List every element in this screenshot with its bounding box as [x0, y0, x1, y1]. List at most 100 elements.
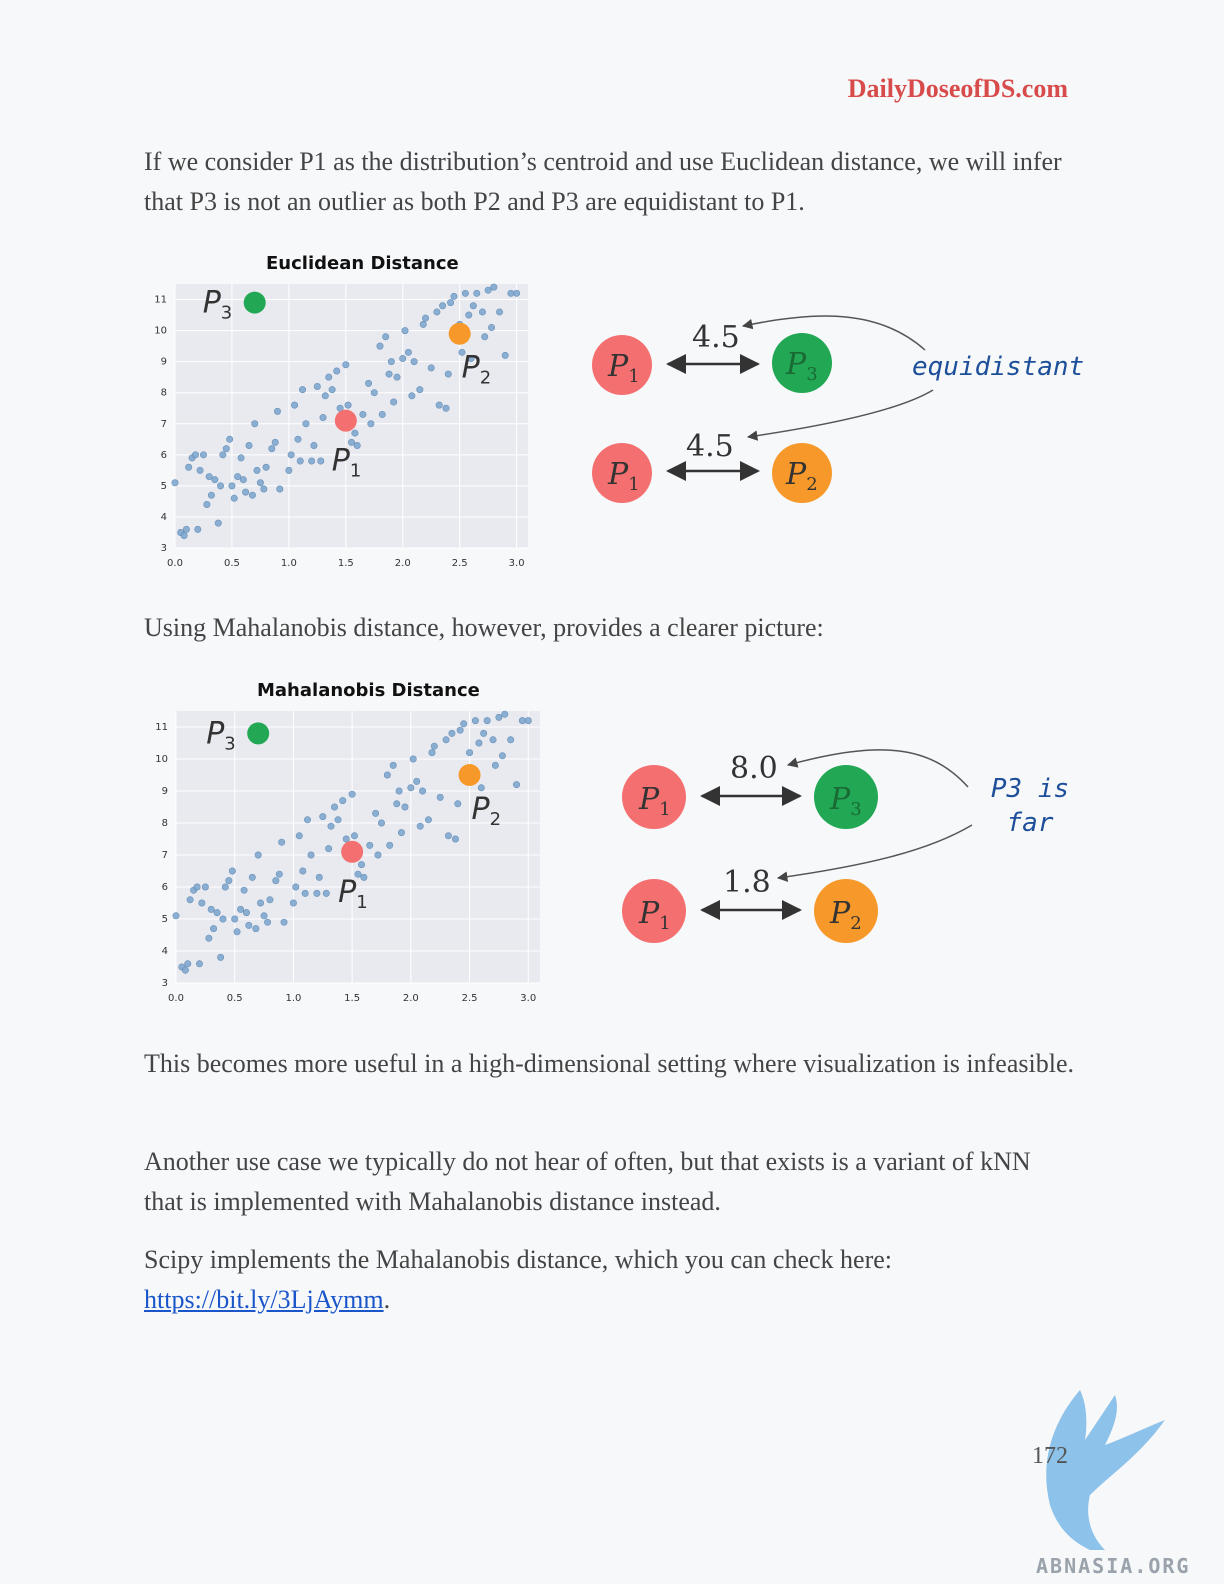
y-tick-label: 3	[162, 978, 168, 989]
scatter-point	[419, 787, 427, 795]
highlight-point-p3	[247, 722, 270, 745]
scatter-point	[191, 451, 199, 459]
x-tick-label: 2.5	[462, 993, 478, 1004]
scatter-point	[428, 749, 436, 757]
y-tick-label: 10	[155, 754, 168, 765]
scatter-point	[172, 912, 180, 920]
scatter-point	[444, 832, 452, 840]
highlight-point-p1	[341, 840, 364, 863]
chart-title-mahalanobis: Mahalanobis Distance	[257, 680, 480, 701]
scatter-point	[450, 292, 458, 300]
scatter-point	[260, 485, 268, 493]
highlight-label-p2: P2	[462, 351, 492, 389]
highlight-point-p2	[458, 764, 481, 786]
p1-subscript-m2: 1	[659, 913, 670, 934]
scatter-point	[507, 736, 515, 744]
euclidean-distance-diagram: P1 4.5 P3 P1 4.5 P2	[592, 315, 934, 503]
x-tick-label: 0.5	[227, 993, 243, 1004]
scatter-point	[313, 889, 321, 897]
mahalanobis-scatter-chart: 0.0 0.5 1.0 1.5 2.0 2.5 3.0 3 4 5 6 7 8 9 10 11 P1 P2 P3	[155, 710, 540, 1004]
scatter-point	[228, 482, 236, 490]
scatter-point	[342, 361, 350, 369]
scatter-point	[354, 870, 362, 878]
scatter-point	[219, 915, 227, 923]
p1-label-bottom: P	[607, 457, 629, 492]
scatter-point	[222, 445, 230, 453]
annotation-curve-bottom	[746, 389, 934, 441]
scatter-point	[475, 739, 483, 747]
x-tick-label: 1.5	[344, 993, 360, 1004]
scatter-point	[466, 749, 474, 757]
p2-node	[814, 879, 878, 943]
scatter-point	[194, 525, 202, 533]
scatter-point	[490, 283, 498, 291]
scatter-point	[501, 351, 509, 359]
scatter-point	[461, 289, 469, 297]
scatter-point	[353, 442, 361, 450]
scatter-point	[214, 519, 222, 527]
scatter-point	[401, 803, 409, 811]
scatter-point	[524, 717, 532, 725]
mahalanobis-distance-diagram: P1 8.0 P3 P1 1.8 P2	[622, 749, 973, 943]
scatter-point	[213, 909, 221, 917]
p2-subscript: 2	[806, 474, 817, 495]
scatter-point	[422, 314, 430, 322]
scatter-point	[217, 482, 225, 490]
scatter-point	[198, 899, 206, 907]
scipy-link[interactable]: https://bit.ly/3LjAymm	[144, 1285, 384, 1314]
svg-text:P1: P1	[607, 349, 640, 387]
y-tick-label: 4	[162, 946, 168, 957]
scatter-point	[264, 918, 272, 926]
scatter-point	[260, 912, 268, 920]
p1-node-bottom	[592, 443, 652, 503]
scatter-point	[495, 713, 503, 721]
highlight-point-p1	[334, 409, 357, 432]
p2-subscript-m: 2	[850, 913, 861, 934]
y-tick-label: 8	[162, 818, 168, 829]
p1-node	[622, 765, 686, 829]
scatter-point	[408, 392, 416, 400]
highlight-point-p2	[448, 322, 471, 345]
highlight-label-p3: P3	[203, 286, 233, 324]
y-tick-label: 6	[162, 882, 168, 893]
scatter-point	[217, 953, 225, 961]
svg-text:P1: P1	[638, 782, 671, 820]
scatter-point	[483, 717, 491, 725]
scatter-point	[491, 761, 499, 769]
scatter-point	[416, 386, 424, 394]
scatter-point	[376, 342, 384, 350]
y-tick-label: 9	[162, 786, 168, 797]
scatter-point	[342, 835, 350, 843]
y-tick-label: 10	[154, 326, 167, 337]
annotation-line-1: P3 is	[990, 774, 1070, 804]
scatter-point	[295, 832, 303, 840]
scatter-point	[302, 420, 310, 428]
scatter-point	[275, 870, 283, 878]
scatter-point	[256, 479, 264, 487]
scatter-point	[221, 883, 229, 891]
scatter-point	[237, 905, 245, 913]
x-tick-label: 0.5	[224, 558, 240, 569]
scatter-point	[473, 289, 481, 297]
scatter-point	[252, 925, 260, 933]
svg-text:P2: P2	[785, 457, 818, 495]
scatter-point	[233, 928, 241, 936]
p1-subscript-m: 1	[659, 799, 670, 820]
euclidean-scatter-chart: 0.0 0.5 1.0 1.5 2.0 2.5 3.0 3 4 5 6 7 8 9 10 11 P1 P2 P3	[154, 283, 528, 569]
scatter-point	[273, 407, 281, 415]
scatter-point	[424, 816, 432, 824]
scatter-point	[181, 966, 189, 974]
scatter-point	[230, 494, 238, 502]
page-number: 172	[1032, 1443, 1068, 1469]
scatter-point	[451, 835, 459, 843]
scatter-point	[350, 832, 358, 840]
scatter-point	[333, 367, 341, 375]
scatter-point	[195, 960, 203, 968]
x-tick-label: 2.5	[452, 558, 468, 569]
scatter-point	[322, 889, 330, 897]
scatter-point	[242, 488, 250, 496]
scatter-point	[307, 851, 315, 859]
scatter-point	[257, 899, 265, 907]
scatter-point	[390, 398, 398, 406]
scatter-point	[207, 491, 215, 499]
